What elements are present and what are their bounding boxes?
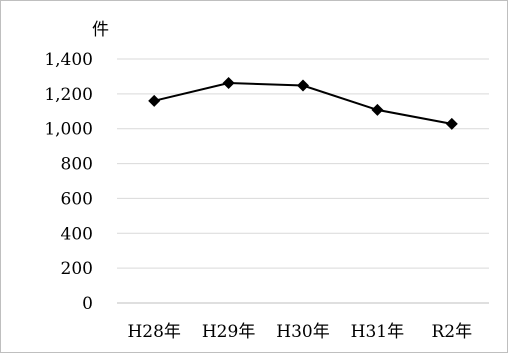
x-tick-label: H29年 xyxy=(202,322,255,342)
x-tick-label: H28年 xyxy=(127,322,180,342)
data-point-marker xyxy=(222,77,235,90)
y-tick-label: 200 xyxy=(61,259,93,279)
y-tick-label: 1,000 xyxy=(44,120,93,140)
y-tick-label: 600 xyxy=(61,189,93,209)
y-tick-label: 0 xyxy=(82,294,93,314)
x-tick-label: H31年 xyxy=(351,322,404,342)
data-point-marker xyxy=(371,103,384,116)
y-axis-tick-labels: 0 200 400 600 800 1,000 1,200 1,400 xyxy=(44,50,93,314)
x-tick-label: R2年 xyxy=(431,322,472,342)
y-tick-label: 1,400 xyxy=(44,50,93,70)
x-tick-label: H30年 xyxy=(276,322,329,342)
gridlines xyxy=(117,58,489,304)
series-line xyxy=(148,77,458,130)
y-tick-label: 1,200 xyxy=(44,85,93,105)
y-axis-unit-label: 件 xyxy=(92,20,109,40)
x-axis-tick-labels: H28年 H29年 H30年 H31年 R2年 xyxy=(127,322,472,342)
data-point-marker xyxy=(445,117,458,130)
data-point-marker xyxy=(148,94,161,107)
data-point-marker xyxy=(297,79,309,92)
y-tick-label: 400 xyxy=(61,224,93,244)
y-tick-label: 800 xyxy=(61,155,93,175)
